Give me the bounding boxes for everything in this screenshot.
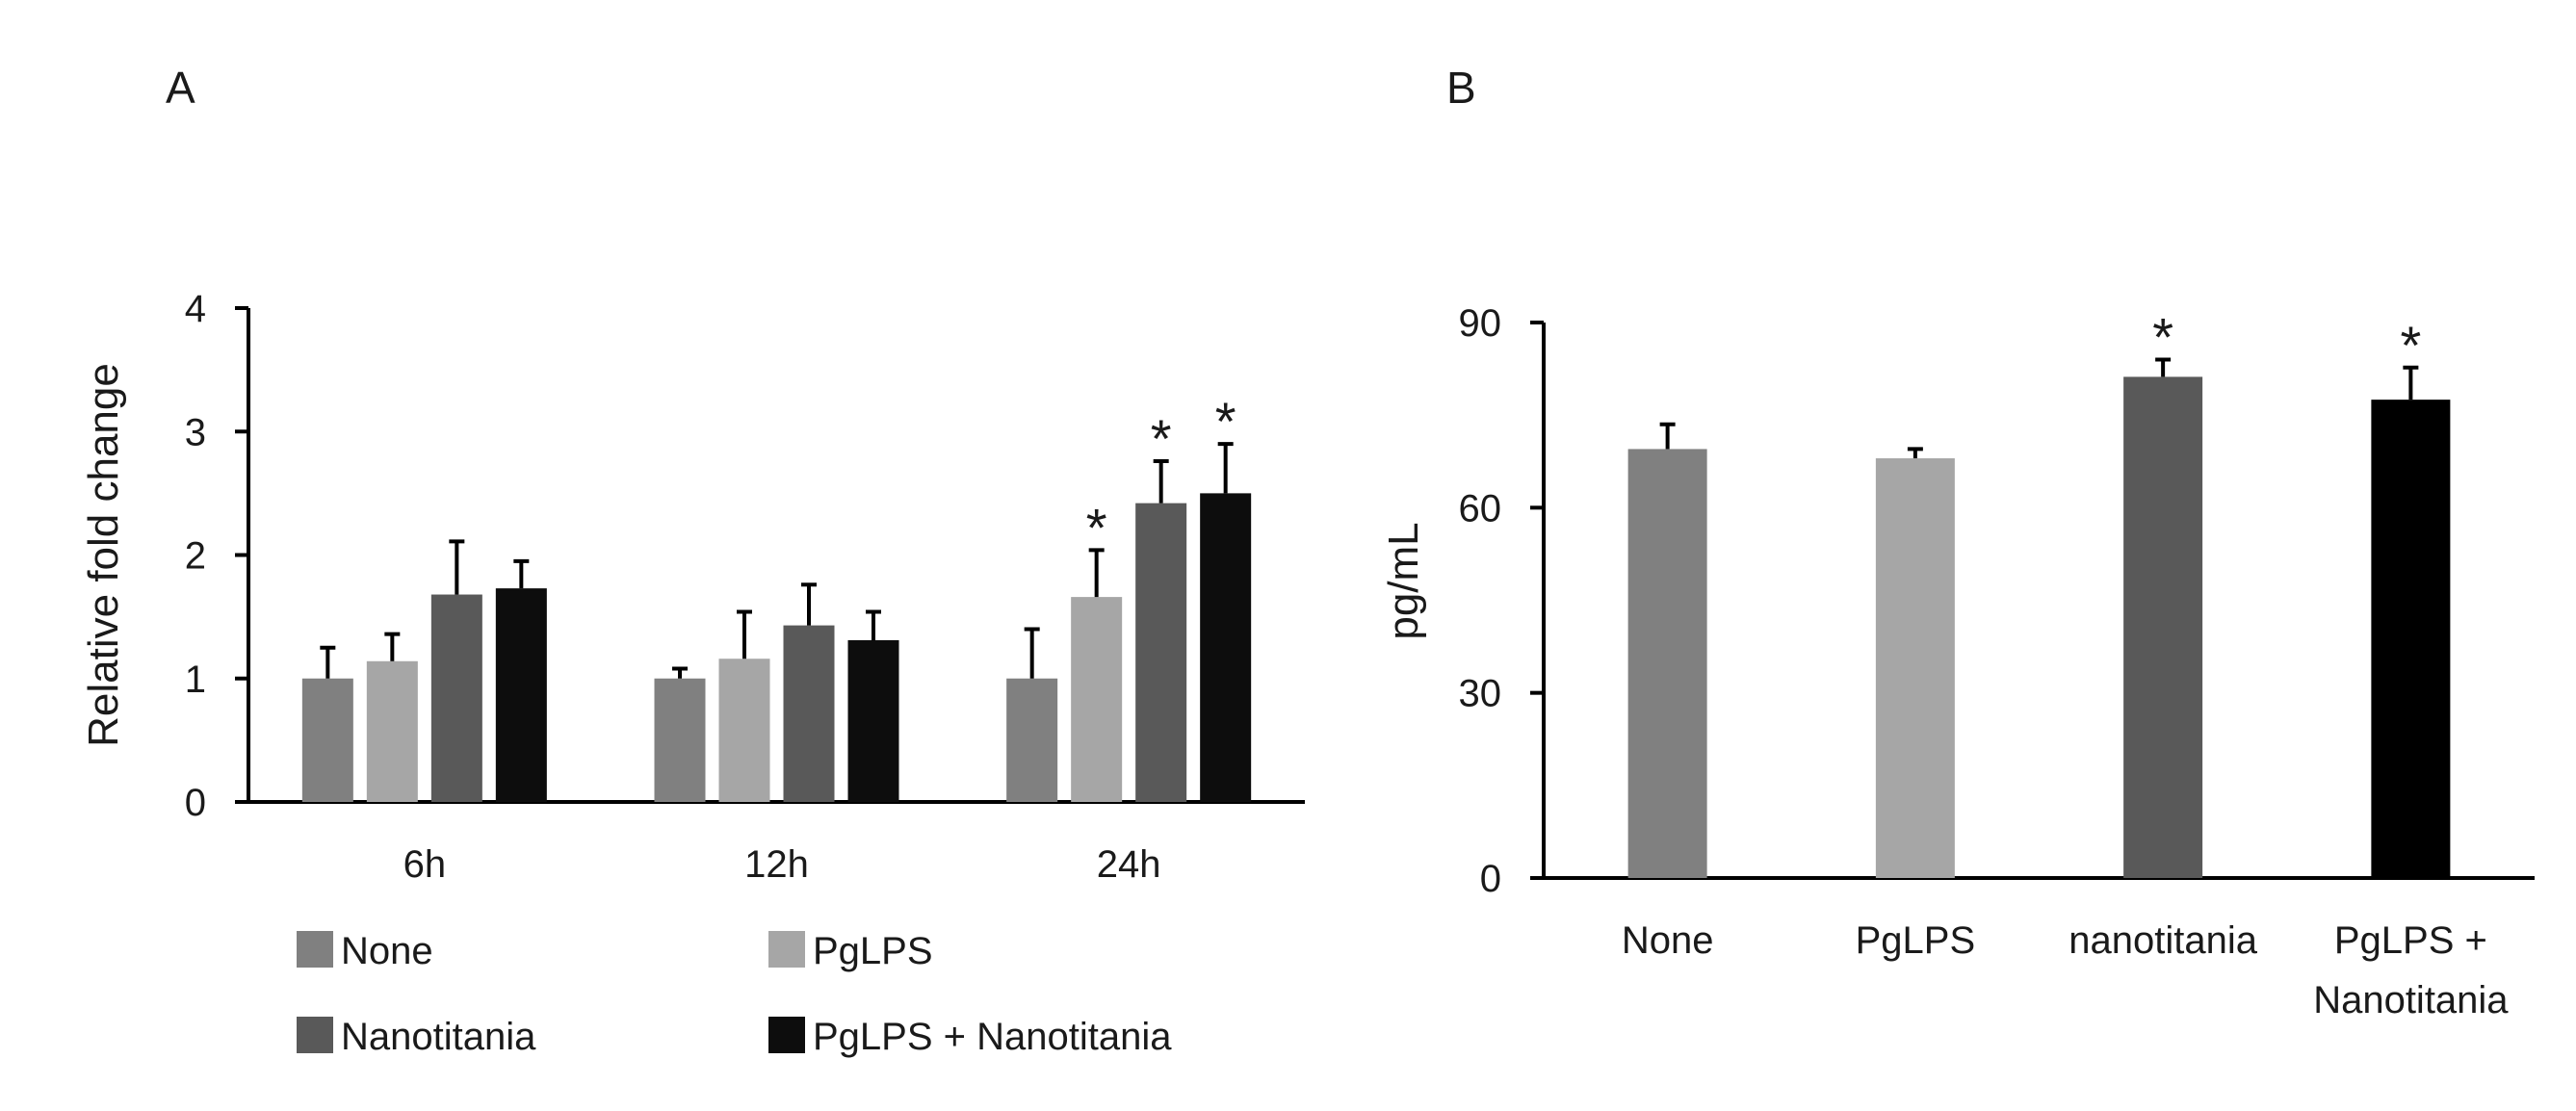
legend-label: None bbox=[341, 930, 433, 972]
x-tick-label: PgLPS bbox=[1856, 919, 1976, 962]
significance-star: * bbox=[1151, 408, 1172, 469]
bar bbox=[1875, 458, 1955, 878]
y-tick-label: 60 bbox=[1459, 487, 1502, 530]
bar bbox=[1006, 678, 1058, 802]
chart-b: 0 30 60 90 pg/mL None PgLPS * nanotitania * PgLPS … bbox=[1380, 302, 2535, 1021]
y-tick-label: 3 bbox=[185, 411, 206, 453]
y-axis-title: Relative fold change bbox=[80, 363, 127, 747]
significance-star: * bbox=[2400, 315, 2421, 375]
bar bbox=[1135, 503, 1187, 802]
x-tick-label: 6h bbox=[403, 843, 447, 886]
x-tick-label: 12h bbox=[744, 843, 809, 886]
bar bbox=[654, 678, 706, 802]
bar bbox=[783, 625, 835, 802]
bar bbox=[366, 660, 418, 802]
bar bbox=[2123, 376, 2203, 878]
legend-swatch bbox=[297, 1017, 333, 1053]
y-tick-label: 2 bbox=[185, 535, 206, 578]
y-tick-label: 4 bbox=[185, 288, 206, 330]
panel-a-label: A bbox=[166, 63, 195, 113]
chart-a: 0 1 2 3 4 Relative fold change 6h 12h * * * 24h bbox=[80, 288, 1305, 886]
legend-label: Nanotitania bbox=[341, 1016, 536, 1058]
y-tick-label: 1 bbox=[185, 659, 206, 701]
y-tick-label: 0 bbox=[1480, 858, 1501, 900]
bar bbox=[495, 588, 547, 802]
bar bbox=[1071, 597, 1123, 802]
bar bbox=[430, 594, 482, 802]
bar bbox=[718, 659, 770, 802]
legend-swatch bbox=[768, 931, 805, 968]
x-tick-label-line: PgLPS + bbox=[2334, 919, 2487, 962]
significance-star: * bbox=[2152, 306, 2173, 367]
y-axis-title: pg/mL bbox=[1380, 522, 1427, 639]
x-tick-label-line: None bbox=[1622, 919, 1714, 962]
significance-star: * bbox=[1086, 497, 1107, 557]
x-tick-label: 24h bbox=[1097, 843, 1161, 886]
y-tick-label: 0 bbox=[185, 782, 206, 824]
x-tick-label-line: PgLPS bbox=[1856, 919, 1976, 962]
y-tick-label: 30 bbox=[1459, 673, 1502, 715]
legend-label: PgLPS bbox=[813, 930, 933, 972]
x-tick-label-line: Nanotitania bbox=[2313, 979, 2509, 1021]
bar bbox=[301, 678, 353, 802]
bar bbox=[2371, 400, 2451, 878]
bar bbox=[1627, 449, 1707, 878]
significance-star: * bbox=[1215, 391, 1236, 452]
legend-swatch bbox=[768, 1017, 805, 1053]
legend-a: None PgLPS Nanotitania PgLPS + Nanotitania bbox=[297, 930, 1172, 1058]
x-tick-label: PgLPS + Nanotitania bbox=[2313, 919, 2509, 1021]
panel-b-label: B bbox=[1446, 63, 1476, 113]
bar bbox=[847, 639, 899, 802]
x-tick-label-line: nanotitania bbox=[2069, 919, 2257, 962]
legend-swatch bbox=[297, 931, 333, 968]
x-tick-label: nanotitania bbox=[2069, 919, 2257, 962]
legend-label: PgLPS + Nanotitania bbox=[813, 1016, 1172, 1058]
y-tick-label: 90 bbox=[1459, 302, 1502, 345]
bar bbox=[1200, 493, 1252, 802]
x-tick-label: None bbox=[1622, 919, 1714, 962]
